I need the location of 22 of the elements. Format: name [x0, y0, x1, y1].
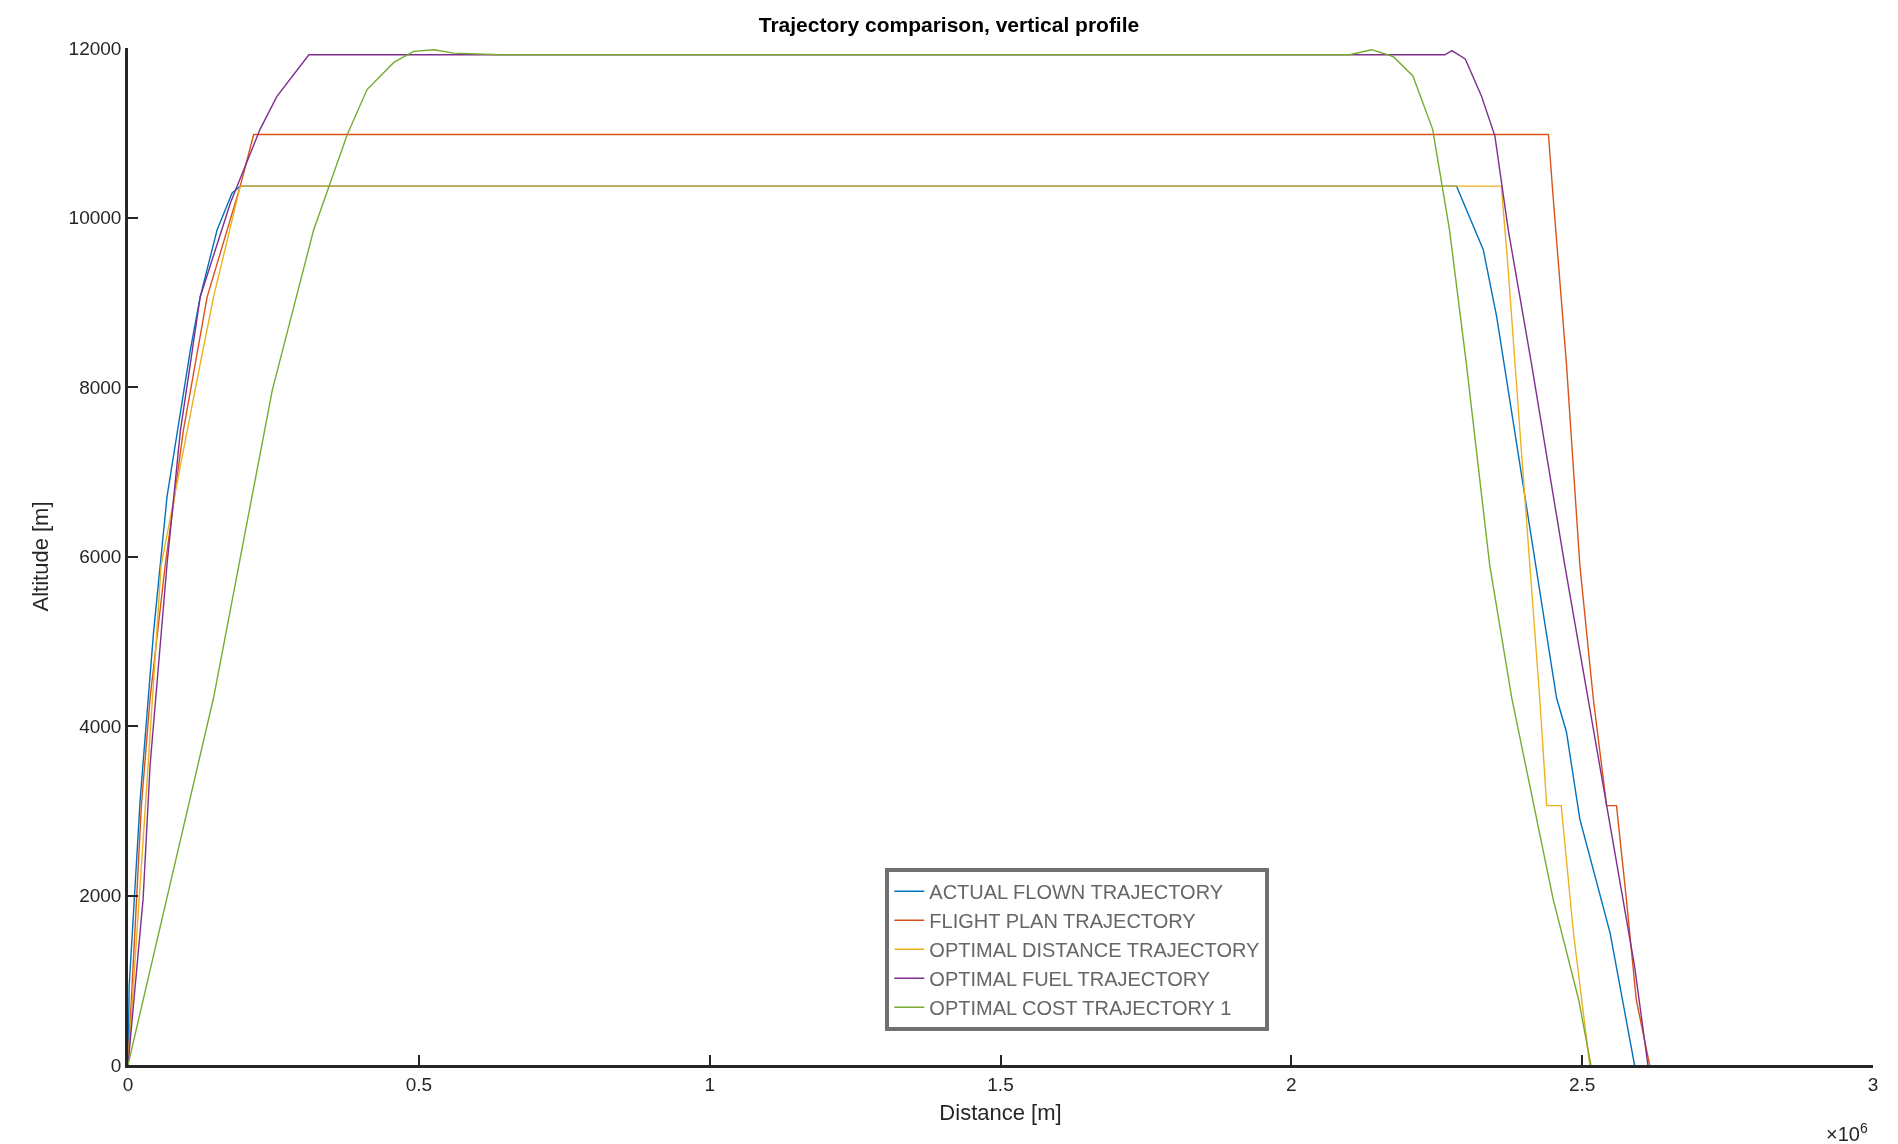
chart-title: Trajectory comparison, vertical profile [758, 12, 1140, 36]
x-tick-label: 2 [1286, 1073, 1297, 1095]
x-axis-title: Distance [m] [939, 1100, 1062, 1126]
y-tick-label: 10000 [68, 207, 122, 229]
x-tick-label: 1.5 [987, 1073, 1014, 1095]
y-tick-label: 8000 [79, 376, 122, 398]
y-axis-title: Altitude [m] [28, 501, 54, 612]
x-tick-label: 3 [1867, 1073, 1879, 1095]
y-tick-label: 0 [110, 1054, 122, 1076]
x-tick-label: 0.5 [405, 1073, 433, 1095]
y-tick-label: 12000 [68, 37, 122, 59]
legend-label: ACTUAL FLOWN TRAJECTORY [929, 881, 1224, 903]
text: ×10$^{6}$ [1826, 1120, 1868, 1144]
x-tick-label: 1 [704, 1073, 715, 1095]
x-tick-label: 2.5 [1568, 1073, 1596, 1095]
legend-label: FLIGHT PLAN TRAJECTORY [929, 910, 1196, 932]
y-tick-label: 2000 [79, 885, 122, 907]
legend-label: OPTIMAL DISTANCE TRAJECTORY [929, 939, 1260, 961]
legend-label: OPTIMAL FUEL TRAJECTORY [929, 968, 1211, 990]
y-tick-label: 6000 [79, 546, 122, 568]
legend-label: OPTIMAL COST TRAJECTORY 1 [929, 997, 1232, 1019]
y-tick-label: 4000 [79, 715, 122, 737]
